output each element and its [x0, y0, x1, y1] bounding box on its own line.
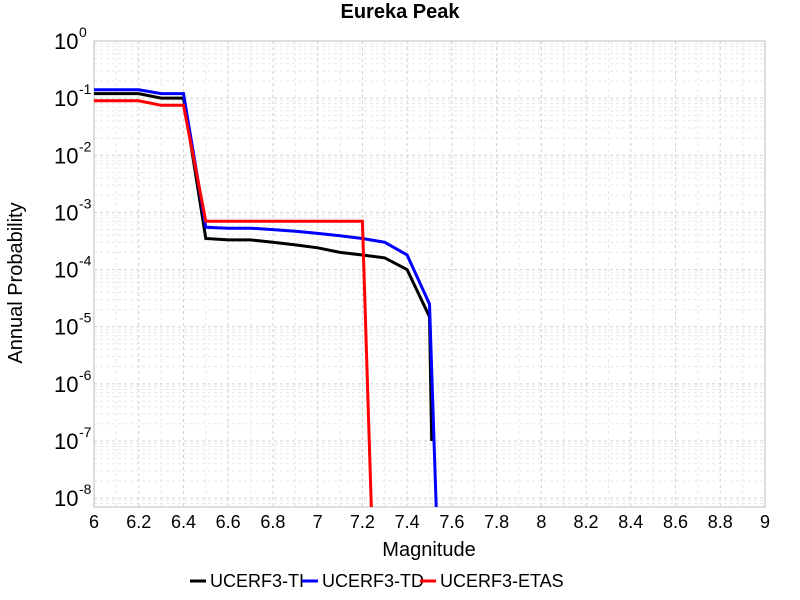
x-axis-ticks: 6 6.2 6.4 6.6 6.8 7 7.2 7.4 7.6 7.8 8 8.2 8.4 8.6 8.8 9	[89, 512, 770, 532]
legend-item: UCERF3-TD	[302, 571, 424, 591]
y-tick-exponent: -6	[79, 367, 92, 383]
y-tick-exponent: -8	[79, 481, 92, 497]
y-tick-label: 10 -3	[54, 195, 92, 225]
series-line-ucerf3-etas	[94, 99, 373, 508]
series-line-ucerf3-ti	[94, 92, 434, 442]
y-tick-exponent: -4	[79, 253, 92, 269]
y-tick-base: 10	[54, 486, 78, 511]
plot-area	[93, 40, 766, 508]
y-axis-label: Annual Probability	[5, 202, 27, 363]
series-lines	[94, 88, 438, 508]
y-tick-base: 10	[54, 315, 78, 340]
legend-label: UCERF3-ETAS	[440, 571, 564, 591]
y-tick-base: 10	[54, 86, 78, 111]
grid	[93, 40, 766, 508]
y-tick-label: 10 -7	[54, 424, 92, 454]
y-tick-label: 10 -8	[54, 481, 92, 511]
x-tick-label: 7.4	[395, 512, 420, 532]
legend-item: UCERF3-TI	[190, 571, 304, 591]
x-tick-label: 7.2	[350, 512, 375, 532]
x-tick-label: 8.4	[618, 512, 643, 532]
y-tick-exponent: -3	[79, 195, 92, 211]
series-line-ucerf3-td	[94, 88, 438, 508]
x-tick-label: 9	[760, 512, 770, 532]
y-tick-label: 10 -5	[54, 310, 92, 340]
x-axis-label: Magnitude	[382, 539, 475, 561]
legend-item: UCERF3-ETAS	[420, 571, 564, 591]
x-tick-label: 8.6	[663, 512, 688, 532]
x-tick-label: 8	[536, 512, 546, 532]
x-tick-label: 6.6	[216, 512, 241, 532]
x-tick-label: 7.6	[439, 512, 464, 532]
y-tick-label: 10 -4	[54, 253, 92, 283]
y-tick-base: 10	[54, 143, 78, 168]
x-tick-label: 6.2	[126, 512, 151, 532]
y-tick-exponent: 0	[79, 24, 87, 40]
y-tick-exponent: -5	[79, 310, 92, 326]
legend-label: UCERF3-TD	[322, 571, 424, 591]
chart-title: Eureka Peak	[341, 1, 461, 23]
legend: UCERF3-TI UCERF3-TD UCERF3-ETAS	[190, 571, 564, 591]
y-tick-exponent: -1	[79, 81, 92, 97]
y-tick-label: 10 -6	[54, 367, 92, 397]
x-tick-label: 6.4	[171, 512, 196, 532]
y-tick-base: 10	[54, 200, 78, 225]
y-tick-base: 10	[54, 29, 78, 54]
x-tick-label: 7	[313, 512, 323, 532]
x-tick-label: 8.2	[574, 512, 599, 532]
y-tick-base: 10	[54, 258, 78, 283]
legend-label: UCERF3-TI	[210, 571, 304, 591]
y-tick-label: 10 -1	[54, 81, 92, 111]
y-tick-exponent: -2	[79, 138, 92, 154]
y-tick-label: 10 -2	[54, 138, 92, 168]
x-tick-label: 8.8	[708, 512, 733, 532]
x-tick-label: 6.8	[260, 512, 285, 532]
x-tick-label: 7.8	[484, 512, 509, 532]
x-tick-label: 6	[89, 512, 99, 532]
y-tick-base: 10	[54, 429, 78, 454]
y-tick-exponent: -7	[79, 424, 92, 440]
y-tick-base: 10	[54, 372, 78, 397]
y-tick-label: 10 0	[54, 24, 87, 54]
